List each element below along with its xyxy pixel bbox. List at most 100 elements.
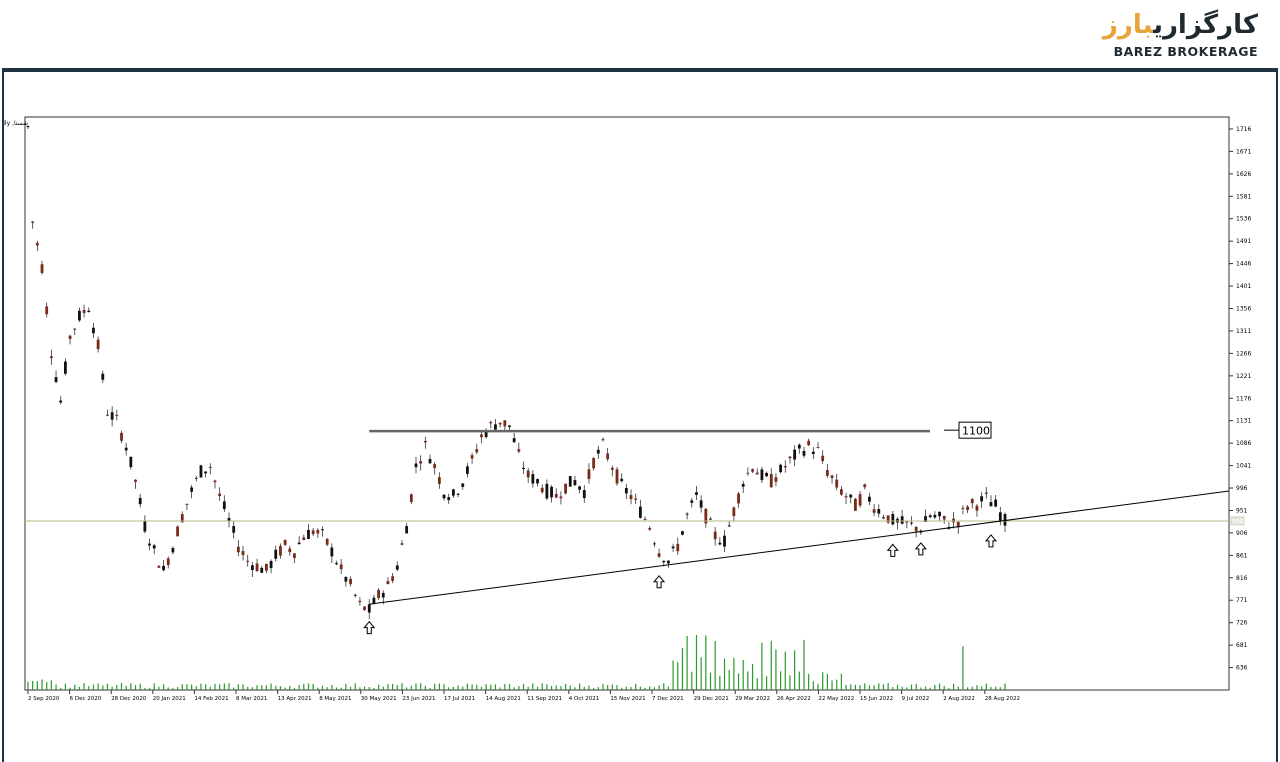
x-tick-label: 20 Jan 2021 xyxy=(153,696,186,702)
volume-bar xyxy=(214,683,216,690)
up-arrow-icon xyxy=(914,542,927,556)
volume-bar xyxy=(990,687,992,690)
volume-bar xyxy=(723,658,726,690)
candle-body xyxy=(134,479,137,482)
candle-body xyxy=(274,549,278,559)
candle-body xyxy=(578,486,582,490)
candle-body xyxy=(87,310,91,312)
candle-body xyxy=(358,600,362,603)
candle-body xyxy=(695,492,698,495)
x-tick-label: 17 Jul 2021 xyxy=(444,696,475,702)
y-tick-label: 861 xyxy=(1236,552,1248,559)
volume-bar xyxy=(228,683,230,690)
candle-body xyxy=(451,489,455,496)
x-tick-label: 29 Mar 2022 xyxy=(735,696,770,702)
volume-bar xyxy=(485,684,487,690)
volume-bar xyxy=(237,684,239,690)
candle-body xyxy=(316,529,320,534)
candle-body xyxy=(400,543,404,545)
x-tick-label: 2 Sep 2020 xyxy=(28,696,60,702)
volume-bar xyxy=(335,687,338,690)
x-tick-label: 8 May 2021 xyxy=(319,696,351,702)
volume-bar xyxy=(803,639,805,690)
volume-bar xyxy=(808,673,810,690)
candle-body xyxy=(442,494,446,499)
volume-bar xyxy=(644,687,646,690)
candle-body xyxy=(713,531,717,540)
volume-bar xyxy=(892,687,894,690)
candle-body xyxy=(1003,514,1007,526)
volume-bar xyxy=(134,685,137,690)
candle-body xyxy=(517,449,521,452)
volume-bar xyxy=(742,660,744,690)
y-tick-label: 1716 xyxy=(1236,126,1251,133)
candle-body xyxy=(508,425,511,428)
candle-body xyxy=(536,479,539,484)
volume-bar xyxy=(700,657,702,690)
candle-body xyxy=(638,506,642,518)
candle-body xyxy=(989,502,993,507)
candle-body xyxy=(629,495,633,500)
candle-body xyxy=(676,543,680,552)
candle-body xyxy=(73,328,77,330)
candle-body xyxy=(405,526,409,534)
candle-body xyxy=(924,516,927,522)
candle-body xyxy=(96,339,100,350)
plot-area xyxy=(24,116,1230,691)
volume-bar xyxy=(597,687,599,690)
volume-bar xyxy=(962,646,964,690)
volume-bar xyxy=(406,687,408,690)
volume-bar xyxy=(789,675,791,690)
candle-body xyxy=(970,499,974,504)
volume-bar xyxy=(765,676,768,690)
volume-bar xyxy=(550,685,553,690)
candle-body xyxy=(956,521,960,528)
candle-body xyxy=(531,474,535,484)
volume-bar xyxy=(476,684,478,690)
candle-body xyxy=(110,412,114,420)
candle-body xyxy=(877,509,881,514)
candle-body xyxy=(349,578,352,585)
y-tick-label: 726 xyxy=(1236,620,1248,627)
candle-body xyxy=(587,469,591,479)
volume-bar xyxy=(265,685,268,690)
volume-bar xyxy=(387,683,389,690)
candle-body xyxy=(330,547,334,557)
candle-body xyxy=(811,451,815,455)
candle-body xyxy=(910,522,913,524)
volume-bar xyxy=(83,683,85,690)
x-tick-label: 11 Sep 2021 xyxy=(527,696,562,702)
chart-frame: شستا, Daily: سرمایه گذاری تامین اجتماعی … xyxy=(0,68,1278,762)
candle-body xyxy=(35,242,39,246)
volume-bar xyxy=(158,686,160,690)
volume-bar xyxy=(200,683,202,690)
volume-bar xyxy=(915,683,917,690)
candle-body xyxy=(353,594,357,596)
candle-body xyxy=(484,431,488,438)
up-arrow-icon xyxy=(653,575,666,589)
volume-bar xyxy=(593,687,595,690)
symbol-label: شستا, Daily: سرمایه گذاری تامین اجتماعی xyxy=(4,119,28,127)
volume-bar xyxy=(747,671,749,690)
volume-bar xyxy=(999,687,1001,690)
candle-body xyxy=(171,548,175,553)
resistance-label: 1100 xyxy=(962,425,990,438)
candle-body xyxy=(162,565,165,571)
volume-bar xyxy=(1004,683,1006,690)
volume-bar xyxy=(630,687,632,690)
candle-body xyxy=(157,565,161,568)
candle-body xyxy=(849,494,853,498)
price-chart[interactable]: شستا, Daily: سرمایه گذاری تامین اجتماعی … xyxy=(0,72,1272,758)
logo-text-orange: بارز xyxy=(1102,10,1154,40)
x-axis: 2 Sep 2020 6 Dec 2020 28 Dec 2020 20 Jan 20… xyxy=(27,690,1020,702)
candle-body xyxy=(690,500,694,503)
candle-body xyxy=(868,496,871,502)
x-tick-label: 4 Oct 2021 xyxy=(569,696,600,702)
candle-body xyxy=(152,545,156,549)
candle-body xyxy=(653,543,656,545)
volume-bar xyxy=(882,684,885,690)
candle-body xyxy=(344,577,348,582)
volume-bar xyxy=(967,687,969,690)
candle-body xyxy=(213,480,217,483)
logo-persian-text: کارگزاریبارز xyxy=(1098,8,1258,42)
